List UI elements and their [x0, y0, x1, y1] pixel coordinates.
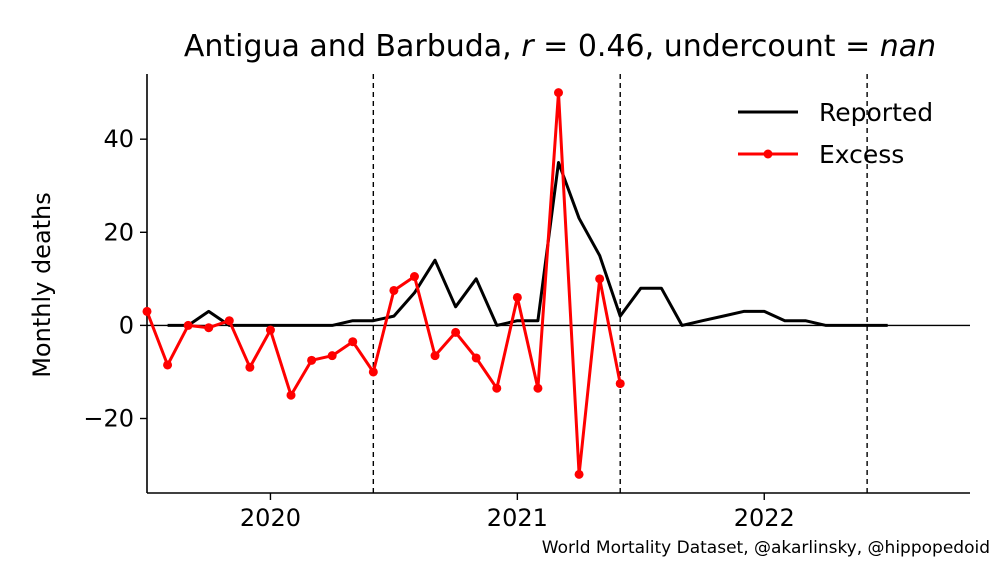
title-nan-value: nan	[880, 29, 936, 64]
series-line-excess	[145, 91, 622, 476]
data-point-excess	[348, 337, 358, 347]
legend-marker	[763, 149, 773, 159]
x-tick-label: 2021	[487, 504, 548, 532]
y-tick-label: 40	[103, 125, 134, 153]
legend-label: Excess	[819, 140, 904, 169]
title-undercount-text: = 0.46, undercount =	[534, 29, 880, 64]
data-point-excess	[554, 88, 563, 98]
data-point-excess	[163, 360, 173, 370]
data-point-excess	[409, 272, 419, 282]
y-tick-label: 20	[103, 218, 134, 246]
data-point-excess	[574, 469, 584, 479]
title-r-symbol: r	[521, 29, 535, 64]
series-line-reported	[167, 161, 888, 327]
data-point-excess	[307, 355, 317, 365]
data-point-excess	[204, 323, 214, 333]
data-point-excess	[430, 351, 440, 361]
data-point-excess	[389, 285, 399, 295]
x-tick-label: 2020	[240, 504, 301, 532]
data-point-excess	[512, 292, 522, 302]
data-point-excess	[286, 390, 296, 400]
data-point-excess	[533, 383, 543, 393]
legend: Reported Excess	[738, 98, 933, 169]
y-axis-label: Monthly deaths	[28, 192, 56, 378]
data-point-excess	[471, 353, 481, 363]
credit-text: World Mortality Dataset, @akarlinsky, @h…	[541, 538, 990, 558]
data-point-excess	[327, 351, 337, 361]
data-point-excess	[451, 327, 461, 337]
data-point-excess	[224, 316, 234, 326]
x-tick-label: 2022	[734, 504, 795, 532]
data-point-excess	[492, 383, 502, 393]
data-point-excess	[245, 362, 255, 372]
data-point-excess	[368, 367, 378, 377]
legend-label: Reported	[819, 98, 933, 127]
data-point-excess	[595, 274, 605, 284]
y-tick-label: 0	[119, 311, 134, 339]
data-point-excess	[142, 306, 152, 316]
title-text: Antigua and Barbuda,	[184, 29, 521, 64]
chart-title: Antigua and Barbuda, r = 0.46, undercoun…	[184, 29, 936, 64]
y-tick-label: −20	[83, 405, 134, 433]
plot-area: 40 20 0 −20 2020 2021 2022	[83, 74, 970, 532]
data-point-excess	[615, 379, 625, 389]
data-point-excess	[183, 320, 193, 330]
data-point-excess	[265, 325, 275, 335]
